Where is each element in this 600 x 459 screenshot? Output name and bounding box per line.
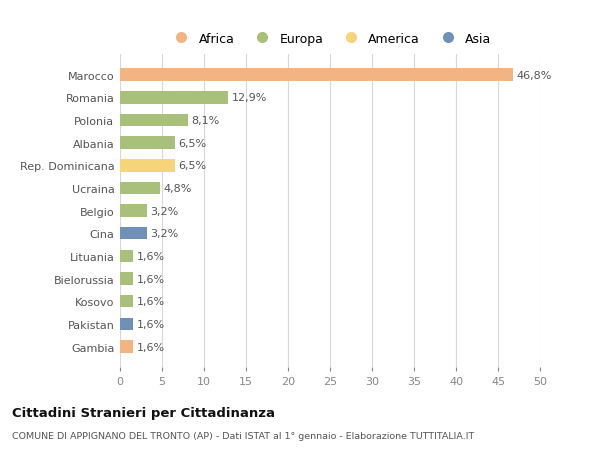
Bar [120,295,133,308]
Text: 1,6%: 1,6% [137,319,165,329]
Bar [120,160,175,172]
Bar [120,273,133,285]
Bar [120,341,133,353]
Bar [120,318,133,330]
Bar [120,250,133,263]
Text: 3,2%: 3,2% [150,206,178,216]
Bar [120,228,147,240]
Text: 4,8%: 4,8% [164,184,192,194]
Text: 1,6%: 1,6% [137,297,165,307]
Text: 1,6%: 1,6% [137,274,165,284]
Text: 1,6%: 1,6% [137,252,165,261]
Text: 8,1%: 8,1% [191,116,220,126]
Bar [120,205,147,218]
Bar [120,114,188,127]
Bar [120,69,513,82]
Text: 46,8%: 46,8% [517,71,552,80]
Text: 1,6%: 1,6% [137,342,165,352]
Bar [120,182,160,195]
Text: Cittadini Stranieri per Cittadinanza: Cittadini Stranieri per Cittadinanza [12,406,275,419]
Text: 3,2%: 3,2% [150,229,178,239]
Text: 12,9%: 12,9% [232,93,267,103]
Text: 6,5%: 6,5% [178,138,206,148]
Bar [120,137,175,150]
Text: COMUNE DI APPIGNANO DEL TRONTO (AP) - Dati ISTAT al 1° gennaio - Elaborazione TU: COMUNE DI APPIGNANO DEL TRONTO (AP) - Da… [12,431,474,441]
Text: 6,5%: 6,5% [178,161,206,171]
Bar [120,92,229,104]
Legend: Africa, Europa, America, Asia: Africa, Europa, America, Asia [169,33,491,46]
